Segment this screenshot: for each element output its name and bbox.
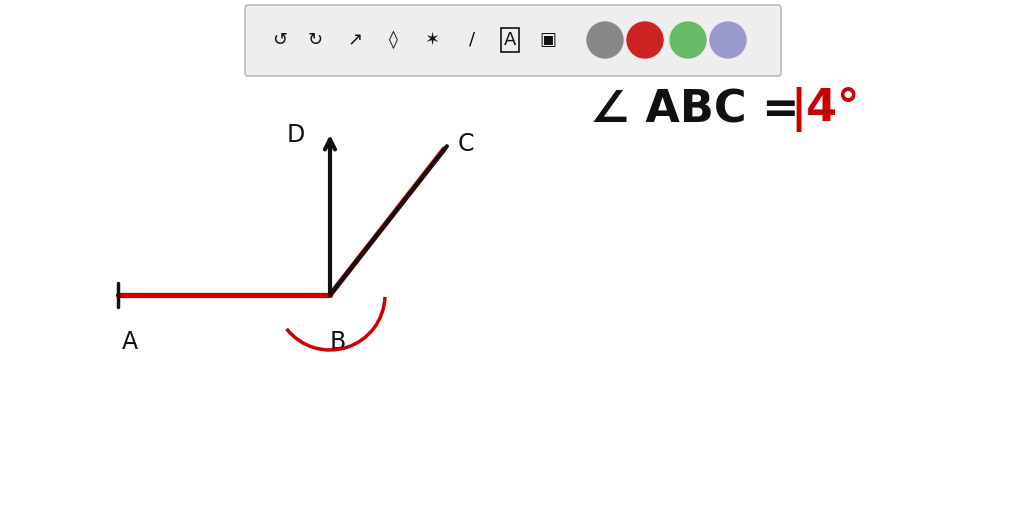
Text: C: C <box>458 132 474 156</box>
Text: ↗: ↗ <box>347 31 362 49</box>
Text: ▣: ▣ <box>540 31 556 49</box>
Text: ∠ ABC =: ∠ ABC = <box>590 88 800 132</box>
Text: A: A <box>504 31 516 49</box>
Text: ◊: ◊ <box>388 31 397 49</box>
Circle shape <box>627 22 663 58</box>
Circle shape <box>670 22 706 58</box>
Text: /: / <box>469 31 475 49</box>
Text: ✶: ✶ <box>424 31 439 49</box>
Circle shape <box>587 22 623 58</box>
Text: D: D <box>287 123 305 147</box>
Text: ↺: ↺ <box>272 31 288 49</box>
Text: ↻: ↻ <box>307 31 323 49</box>
Text: |4°: |4° <box>790 87 859 133</box>
Text: A: A <box>122 330 138 354</box>
Circle shape <box>710 22 746 58</box>
Text: B: B <box>330 330 346 354</box>
FancyBboxPatch shape <box>245 5 781 76</box>
